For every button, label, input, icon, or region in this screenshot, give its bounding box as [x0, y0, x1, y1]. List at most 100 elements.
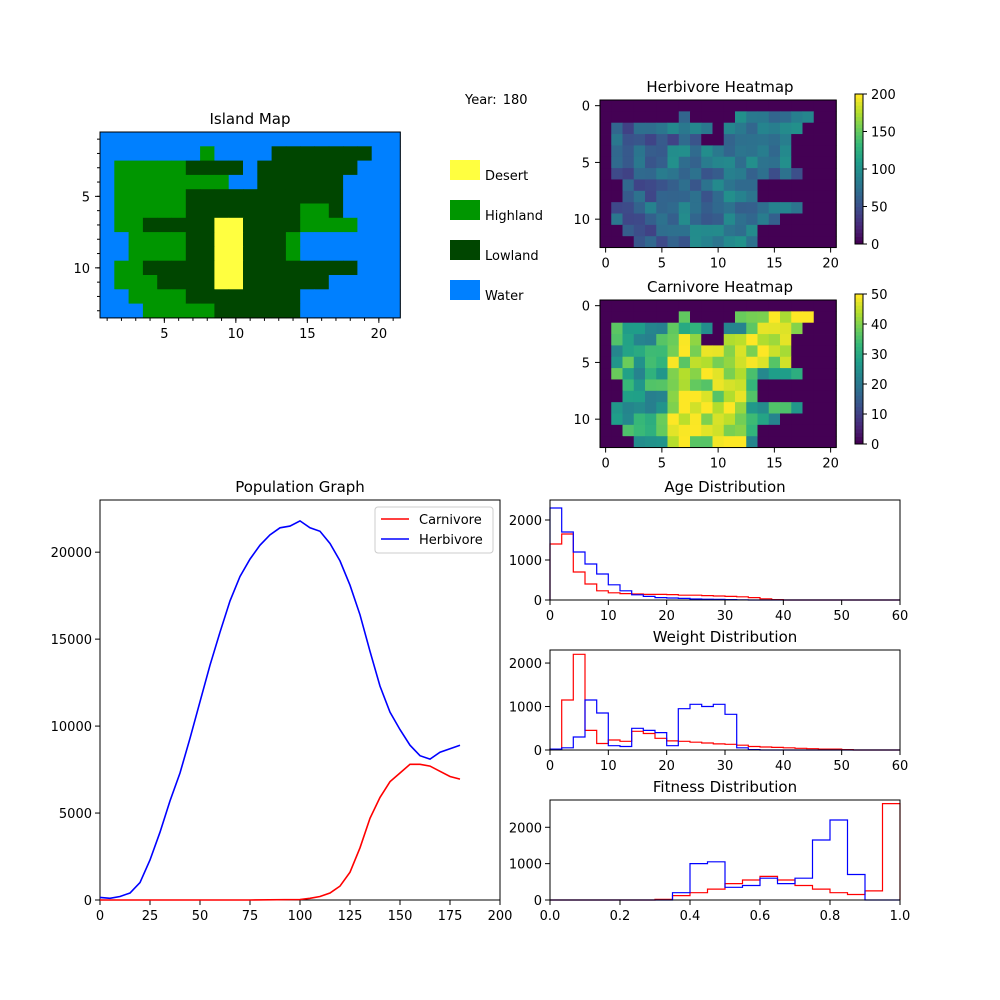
histogram-y-tick-label: 0 — [534, 744, 542, 759]
legend-highland-swatch — [450, 200, 480, 220]
island-cell — [328, 289, 344, 304]
island-cell — [100, 289, 115, 304]
heatmap-cell — [780, 168, 792, 180]
heatmap-cell — [768, 111, 781, 124]
heatmap-cell — [600, 168, 612, 180]
island-cell — [228, 232, 244, 247]
heatmap-cell — [690, 168, 702, 180]
heatmap-cell — [678, 345, 691, 358]
heatmap-cell — [802, 156, 815, 169]
colorbar-segment — [855, 309, 863, 314]
heatmap-cell — [735, 202, 747, 214]
heatmap-cell — [701, 356, 713, 369]
island-cell — [185, 160, 201, 176]
island-cell — [328, 189, 344, 204]
heatmap-cell — [633, 145, 646, 158]
heatmap-cell — [690, 134, 702, 146]
island-cell — [357, 303, 373, 319]
heatmap-cell — [735, 379, 747, 392]
island-cell — [114, 174, 129, 190]
heatmap-cell — [791, 413, 803, 426]
histogram-x-tick-label: 30 — [717, 759, 734, 774]
heatmap-cell — [667, 379, 680, 392]
heatmap-cell — [813, 190, 826, 203]
heatmap-cell — [701, 134, 713, 146]
year-label-text: Year: — [464, 93, 497, 108]
island-cell — [228, 303, 244, 319]
heatmap-cell — [667, 168, 680, 180]
colorbar-segment — [855, 327, 863, 332]
heatmap-cell — [656, 236, 668, 248]
histogram-x-tick-label: 1.0 — [890, 909, 911, 924]
colorbar-segment — [855, 320, 863, 325]
island-cell — [371, 275, 387, 290]
island-cell — [285, 132, 301, 147]
heatmap-cell — [622, 368, 635, 380]
island-cell — [300, 275, 315, 290]
heatmap-cell — [645, 334, 657, 346]
island-cell — [200, 289, 215, 304]
island-cell — [328, 232, 344, 247]
heatmap-cell — [735, 322, 747, 335]
heatmap-cell — [825, 413, 837, 426]
heatmap-cell — [667, 156, 680, 169]
colorbar-segment — [855, 357, 863, 362]
heatmap-cell — [600, 311, 612, 324]
heatmap-cell — [701, 368, 713, 380]
weight-distribution-title: Weight Distribution — [653, 628, 798, 646]
heatmap-cell — [813, 379, 826, 392]
island-cell — [171, 303, 187, 319]
heatmap-cell — [633, 179, 646, 192]
island-cell — [142, 132, 158, 147]
heatmap-cell — [735, 356, 747, 369]
island-cell — [228, 189, 244, 204]
island-cell — [300, 160, 315, 176]
heatmap-cell — [611, 122, 623, 135]
island-cell — [100, 232, 115, 247]
heatmap-cell — [611, 424, 623, 437]
colorbar-segment — [855, 165, 863, 170]
island-cell — [328, 217, 344, 233]
heatmap-x-tick-label: 15 — [766, 457, 783, 472]
heatmap-cell — [600, 100, 612, 112]
heatmap-cell — [757, 111, 770, 124]
heatmap-cell — [802, 368, 815, 380]
heatmap-cell — [678, 424, 691, 437]
heatmap-cell — [645, 202, 657, 214]
heatmap-cell — [611, 202, 623, 214]
heatmap-cell — [780, 379, 792, 392]
island-cell — [285, 260, 301, 276]
island-cell — [314, 260, 330, 276]
heatmap-cell — [757, 100, 770, 112]
heatmap-cell — [802, 179, 815, 192]
heatmap-cell — [768, 145, 781, 158]
heatmap-cell — [813, 300, 826, 312]
heatmap-cell — [825, 145, 837, 158]
heatmap-cell — [791, 134, 803, 146]
heatmap-cell — [678, 213, 691, 226]
heatmap-cell — [633, 368, 646, 380]
island-cell — [271, 146, 287, 161]
colorbar-segment — [855, 376, 863, 381]
heatmap-cell — [712, 156, 725, 169]
island-cell — [214, 303, 230, 319]
histogram-x-tick-label: 50 — [833, 609, 850, 624]
heatmap-cell — [712, 424, 725, 437]
island-cell — [371, 260, 387, 276]
heatmap-cell — [656, 345, 668, 358]
heatmap-y-tick-label: 10 — [573, 213, 590, 228]
colorbar-tick-label: 200 — [871, 88, 896, 103]
heatmap-cell — [735, 100, 747, 112]
histogram-x-tick-label: 40 — [775, 759, 792, 774]
island-cell — [171, 232, 187, 247]
colorbar-segment — [855, 361, 863, 366]
island-cell — [114, 232, 129, 247]
legend-water-swatch — [450, 280, 480, 300]
heatmap-cell — [768, 436, 781, 448]
heatmap-cell — [813, 311, 826, 324]
heatmap-cell — [701, 311, 713, 324]
weight-distribution-plot: 0 10 20 30 40 50 60 0 1000 2000 — [509, 649, 908, 774]
heatmap-cell — [735, 300, 747, 312]
heatmap-cell — [622, 122, 635, 135]
heatmap-cell — [656, 334, 668, 346]
